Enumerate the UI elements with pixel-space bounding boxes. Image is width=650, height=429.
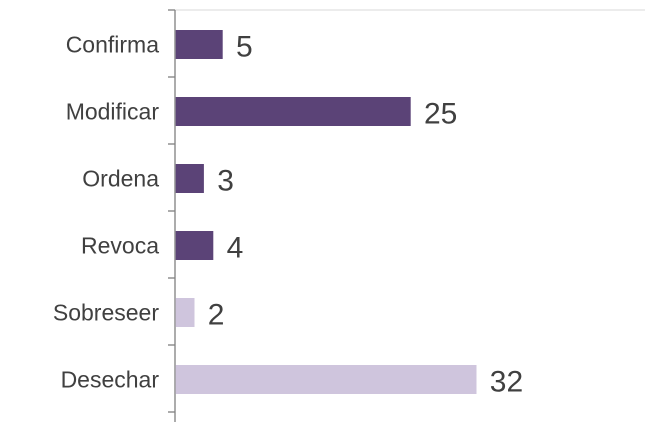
bar-desechar xyxy=(175,365,477,394)
bar-modificar xyxy=(175,97,411,126)
data-labels: 5 25 3 4 2 32 xyxy=(208,31,523,399)
data-label-ordena: 3 xyxy=(217,165,234,198)
bar-ordena xyxy=(175,164,204,193)
category-labels: Confirma Modificar Ordena Revoca Sobreseer De… xyxy=(53,32,159,393)
data-label-revoca: 4 xyxy=(227,232,244,265)
data-label-desechar: 32 xyxy=(490,366,523,399)
category-label-ordena: Ordena xyxy=(82,166,159,192)
bars xyxy=(175,30,477,394)
bar-revoca xyxy=(175,231,214,260)
data-label-modificar: 25 xyxy=(424,98,457,131)
category-label-revoca: Revoca xyxy=(81,233,159,259)
data-label-sobreseer: 2 xyxy=(208,299,225,332)
bar-sobreseer xyxy=(175,298,195,327)
data-label-confirma: 5 xyxy=(236,31,253,64)
category-label-sobreseer: Sobreseer xyxy=(53,300,159,326)
category-label-desechar: Desechar xyxy=(61,367,160,393)
bar-confirma xyxy=(175,30,223,59)
category-label-confirma: Confirma xyxy=(66,32,160,58)
y-axis xyxy=(168,9,176,422)
category-label-modificar: Modificar xyxy=(66,99,160,125)
